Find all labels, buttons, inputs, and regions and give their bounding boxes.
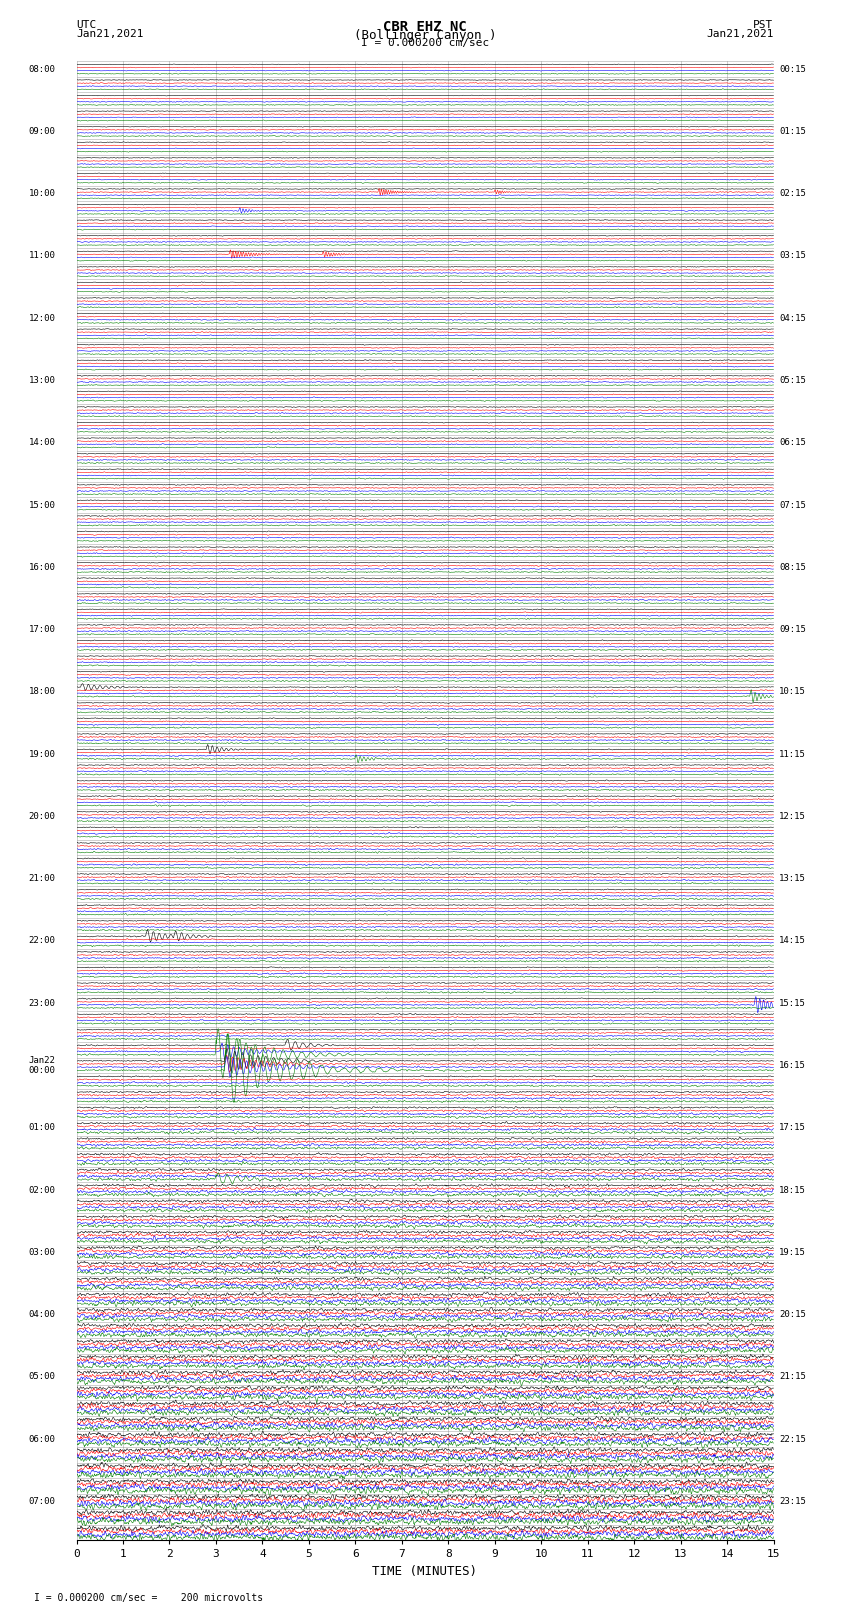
Text: 07:00: 07:00 (29, 1497, 55, 1507)
Text: 01:15: 01:15 (779, 127, 806, 135)
Text: 15:00: 15:00 (29, 500, 55, 510)
Text: 13:00: 13:00 (29, 376, 55, 386)
Text: 11:00: 11:00 (29, 252, 55, 260)
Text: 15:15: 15:15 (779, 998, 806, 1008)
Text: 09:00: 09:00 (29, 127, 55, 135)
Text: Jan22
00:00: Jan22 00:00 (29, 1057, 55, 1076)
Text: 11:15: 11:15 (779, 750, 806, 758)
Text: 16:15: 16:15 (779, 1061, 806, 1069)
Text: 03:15: 03:15 (779, 252, 806, 260)
Text: 00:15: 00:15 (779, 65, 806, 74)
Text: 21:15: 21:15 (779, 1373, 806, 1381)
Text: I = 0.000200 cm/sec: I = 0.000200 cm/sec (361, 37, 489, 48)
Text: 18:00: 18:00 (29, 687, 55, 697)
Text: 16:00: 16:00 (29, 563, 55, 573)
Text: 02:00: 02:00 (29, 1186, 55, 1195)
Text: PST: PST (753, 19, 774, 31)
Text: 23:00: 23:00 (29, 998, 55, 1008)
Text: 09:15: 09:15 (779, 626, 806, 634)
Text: 17:00: 17:00 (29, 626, 55, 634)
Text: 12:15: 12:15 (779, 811, 806, 821)
Text: 07:15: 07:15 (779, 500, 806, 510)
Text: 03:00: 03:00 (29, 1248, 55, 1257)
Text: 06:15: 06:15 (779, 439, 806, 447)
Text: 06:00: 06:00 (29, 1434, 55, 1444)
Text: 14:15: 14:15 (779, 937, 806, 945)
Text: 05:15: 05:15 (779, 376, 806, 386)
Text: 19:15: 19:15 (779, 1248, 806, 1257)
Text: 04:00: 04:00 (29, 1310, 55, 1319)
Text: 02:15: 02:15 (779, 189, 806, 198)
Text: CBR EHZ NC: CBR EHZ NC (383, 19, 467, 34)
Text: (Bollinger Canyon ): (Bollinger Canyon ) (354, 29, 496, 42)
Text: 04:15: 04:15 (779, 313, 806, 323)
Text: 14:00: 14:00 (29, 439, 55, 447)
Text: 19:00: 19:00 (29, 750, 55, 758)
Text: 13:15: 13:15 (779, 874, 806, 884)
Text: 08:15: 08:15 (779, 563, 806, 573)
Text: I = 0.000200 cm/sec =    200 microvolts: I = 0.000200 cm/sec = 200 microvolts (34, 1594, 264, 1603)
Text: 18:15: 18:15 (779, 1186, 806, 1195)
Text: UTC: UTC (76, 19, 97, 31)
Text: 21:00: 21:00 (29, 874, 55, 884)
Text: Jan21,2021: Jan21,2021 (706, 29, 774, 39)
Text: 20:15: 20:15 (779, 1310, 806, 1319)
X-axis label: TIME (MINUTES): TIME (MINUTES) (372, 1565, 478, 1578)
Text: 22:15: 22:15 (779, 1434, 806, 1444)
Text: 17:15: 17:15 (779, 1123, 806, 1132)
Text: 08:00: 08:00 (29, 65, 55, 74)
Text: 20:00: 20:00 (29, 811, 55, 821)
Text: 12:00: 12:00 (29, 313, 55, 323)
Text: 23:15: 23:15 (779, 1497, 806, 1507)
Text: 01:00: 01:00 (29, 1123, 55, 1132)
Text: 22:00: 22:00 (29, 937, 55, 945)
Text: Jan21,2021: Jan21,2021 (76, 29, 144, 39)
Text: 05:00: 05:00 (29, 1373, 55, 1381)
Text: 10:00: 10:00 (29, 189, 55, 198)
Text: 10:15: 10:15 (779, 687, 806, 697)
